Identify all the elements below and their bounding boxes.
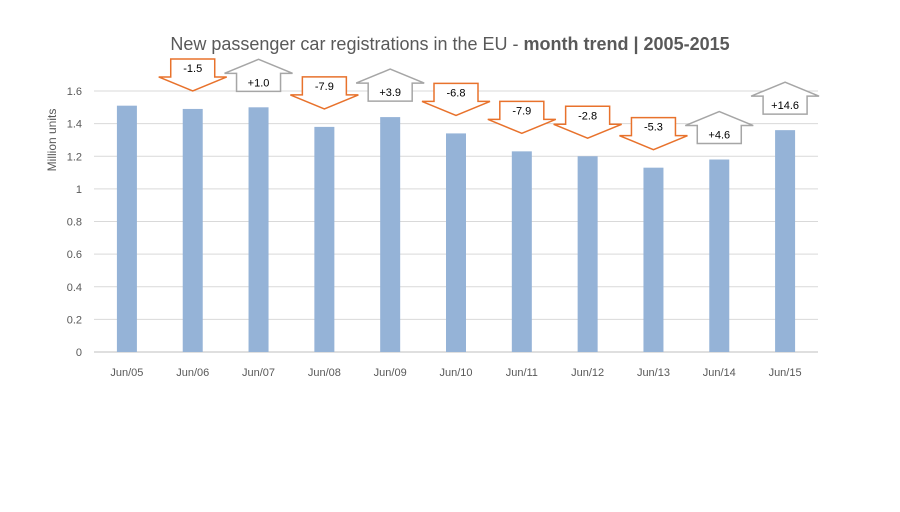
change-label: -7.9 — [315, 81, 334, 93]
x-tick-label: Jun/14 — [703, 367, 736, 379]
bar — [248, 107, 269, 352]
x-tick-label: Jun/08 — [308, 367, 341, 379]
x-tick-label: Jun/05 — [110, 367, 143, 379]
change-arrow: -7.9 — [290, 76, 359, 110]
y-tick-label: 1.6 — [67, 86, 82, 98]
chart-title-bold: month trend | 2005-2015 — [523, 34, 730, 54]
change-arrow: +4.6 — [684, 110, 754, 145]
y-axis-label: Million units — [45, 109, 59, 172]
bar — [116, 105, 137, 353]
y-tick-labels: 0 0.2 0.4 0.6 0.8 1 1.2 1.4 1.6 — [67, 86, 82, 359]
change-label: -2.8 — [578, 110, 597, 122]
x-tick-label: Jun/12 — [571, 367, 604, 379]
change-arrow: -6.8 — [421, 82, 491, 117]
y-tick-label: 0.2 — [67, 314, 82, 326]
change-label: +3.9 — [379, 87, 401, 99]
bar — [182, 108, 203, 352]
x-tick-labels: Jun/05 Jun/06 Jun/07 Jun/08 Jun/09 Jun/10 Jun/… — [110, 367, 801, 379]
down-arrow-shape — [158, 58, 228, 92]
bar — [511, 151, 532, 352]
y-tick-label: 0.4 — [67, 282, 82, 294]
change-arrow: -1.5 — [158, 58, 228, 92]
chart-title: New passenger car registrations in the E… — [0, 34, 900, 55]
y-tick-label: 1.4 — [67, 119, 82, 131]
x-tick-label: Jun/06 — [176, 367, 209, 379]
y-tick-label: 0.8 — [67, 217, 82, 229]
change-arrow: -7.9 — [487, 100, 557, 135]
change-label: +14.6 — [771, 100, 799, 112]
bar — [446, 133, 466, 352]
x-tick-label: Jun/13 — [637, 367, 670, 379]
down-arrow-shape — [487, 100, 557, 135]
up-arrow-shape — [750, 81, 820, 115]
change-label: -7.9 — [512, 105, 531, 117]
down-arrow-shape — [290, 76, 359, 110]
down-arrow-shape — [553, 105, 622, 140]
change-label: -1.5 — [183, 63, 202, 75]
y-tick-label: 1 — [76, 184, 82, 196]
x-tick-label: Jun/09 — [374, 367, 407, 379]
bar — [775, 130, 796, 352]
bars — [116, 105, 796, 353]
change-arrow: -2.8 — [553, 105, 622, 140]
change-arrow: +3.9 — [355, 68, 425, 102]
change-arrow: +14.6 — [750, 81, 820, 115]
up-arrow-shape — [224, 58, 293, 93]
change-arrow: -5.3 — [619, 116, 688, 151]
y-tick-label: 1.2 — [67, 151, 82, 163]
change-arrow: +1.0 — [224, 58, 293, 93]
x-tick-label: Jun/10 — [439, 367, 472, 379]
change-label: +1.0 — [248, 77, 270, 89]
up-arrow-shape — [355, 68, 425, 102]
y-tick-label: 0 — [76, 347, 82, 359]
down-arrow-shape — [421, 82, 491, 117]
bar — [643, 167, 664, 352]
change-arrows: -1.5 +1.0 -7.9 +3.9 -6.8 -7.9 -2.8 -5.3 +4.6 +14.… — [158, 58, 820, 151]
x-tick-label: Jun/11 — [506, 367, 538, 379]
bar — [709, 159, 730, 352]
change-label: +4.6 — [708, 130, 730, 142]
change-label: -5.3 — [644, 122, 663, 134]
bar — [314, 126, 335, 352]
x-tick-label: Jun/07 — [242, 367, 275, 379]
x-tick-label: Jun/15 — [769, 367, 802, 379]
bar — [380, 117, 401, 352]
change-label: -6.8 — [447, 87, 466, 99]
bar — [577, 156, 598, 352]
up-arrow-shape — [684, 110, 754, 145]
chart-title-text: New passenger car registrations in the E… — [170, 34, 524, 54]
y-tick-label: 0.6 — [67, 249, 82, 261]
down-arrow-shape — [619, 116, 688, 151]
